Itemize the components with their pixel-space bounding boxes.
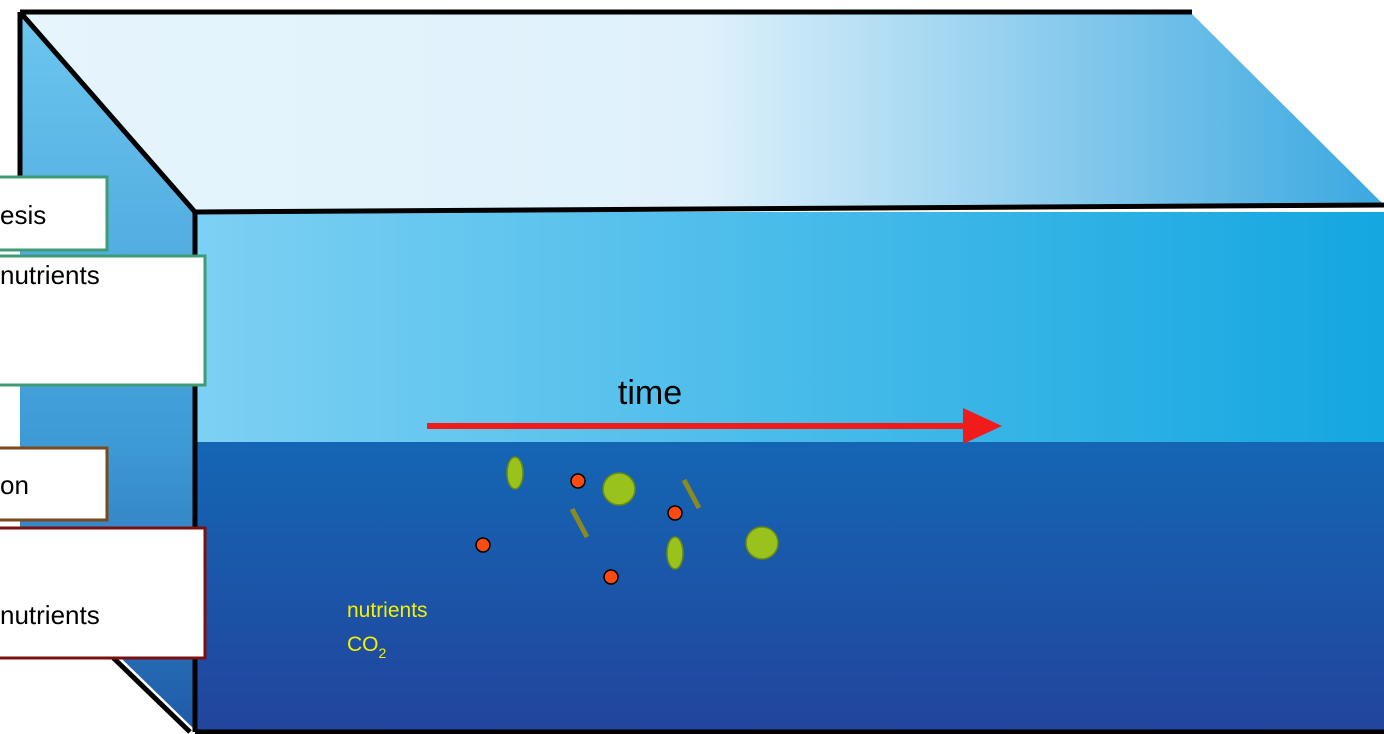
box-text: nutrients: [0, 260, 100, 290]
box-text: esis: [0, 200, 46, 230]
co2-subscript: 2: [379, 645, 387, 661]
tank-top: [20, 12, 1384, 212]
water-upper: [195, 212, 1384, 442]
box-text: on: [0, 470, 29, 500]
co2-base: CO: [347, 633, 379, 656]
water-deep: [195, 442, 1384, 734]
water-nutrients: nutrients: [347, 599, 428, 622]
time-label: time: [618, 374, 682, 412]
box: [0, 528, 205, 658]
box-text: nutrients: [0, 600, 100, 630]
tank-diagram: time nutrients CO2 esis nutrients on nut…: [0, 0, 1384, 734]
